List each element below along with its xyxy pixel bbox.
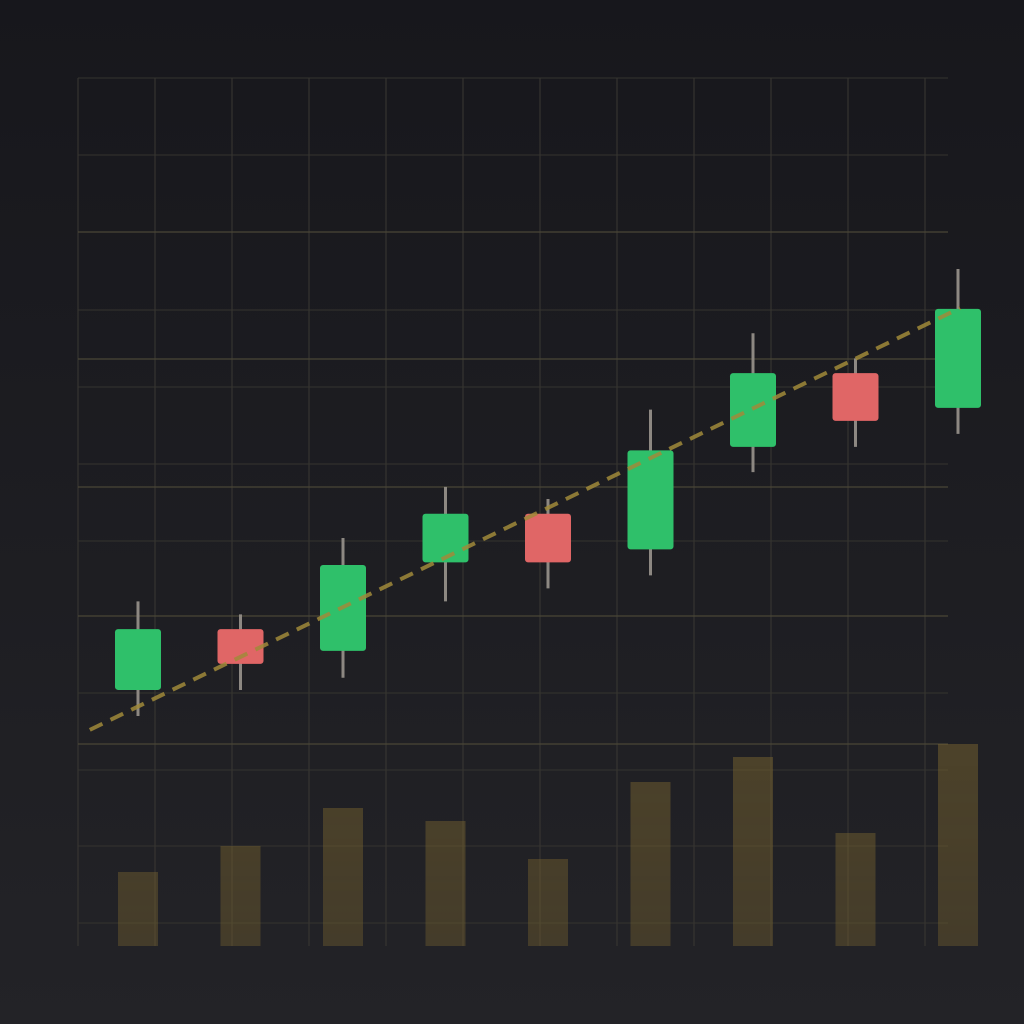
candle-body xyxy=(832,373,879,421)
volume-bars xyxy=(118,744,978,946)
volume-bar xyxy=(938,744,978,946)
candle-body xyxy=(115,629,161,690)
candle-body xyxy=(627,450,674,550)
candle-body xyxy=(422,513,469,563)
candle-body xyxy=(935,308,981,408)
candles xyxy=(88,268,981,732)
trend-line xyxy=(88,306,961,732)
candle-body xyxy=(525,513,571,563)
volume-bar xyxy=(118,872,158,946)
volume-bar xyxy=(630,782,671,946)
candle-body xyxy=(217,629,264,664)
volume-bar xyxy=(528,859,568,946)
volume-bar xyxy=(323,808,363,946)
volume-bar xyxy=(220,846,261,946)
grid xyxy=(77,77,948,946)
volume-bar xyxy=(835,833,876,946)
volume-bar xyxy=(733,757,773,946)
volume-bar xyxy=(425,821,466,946)
